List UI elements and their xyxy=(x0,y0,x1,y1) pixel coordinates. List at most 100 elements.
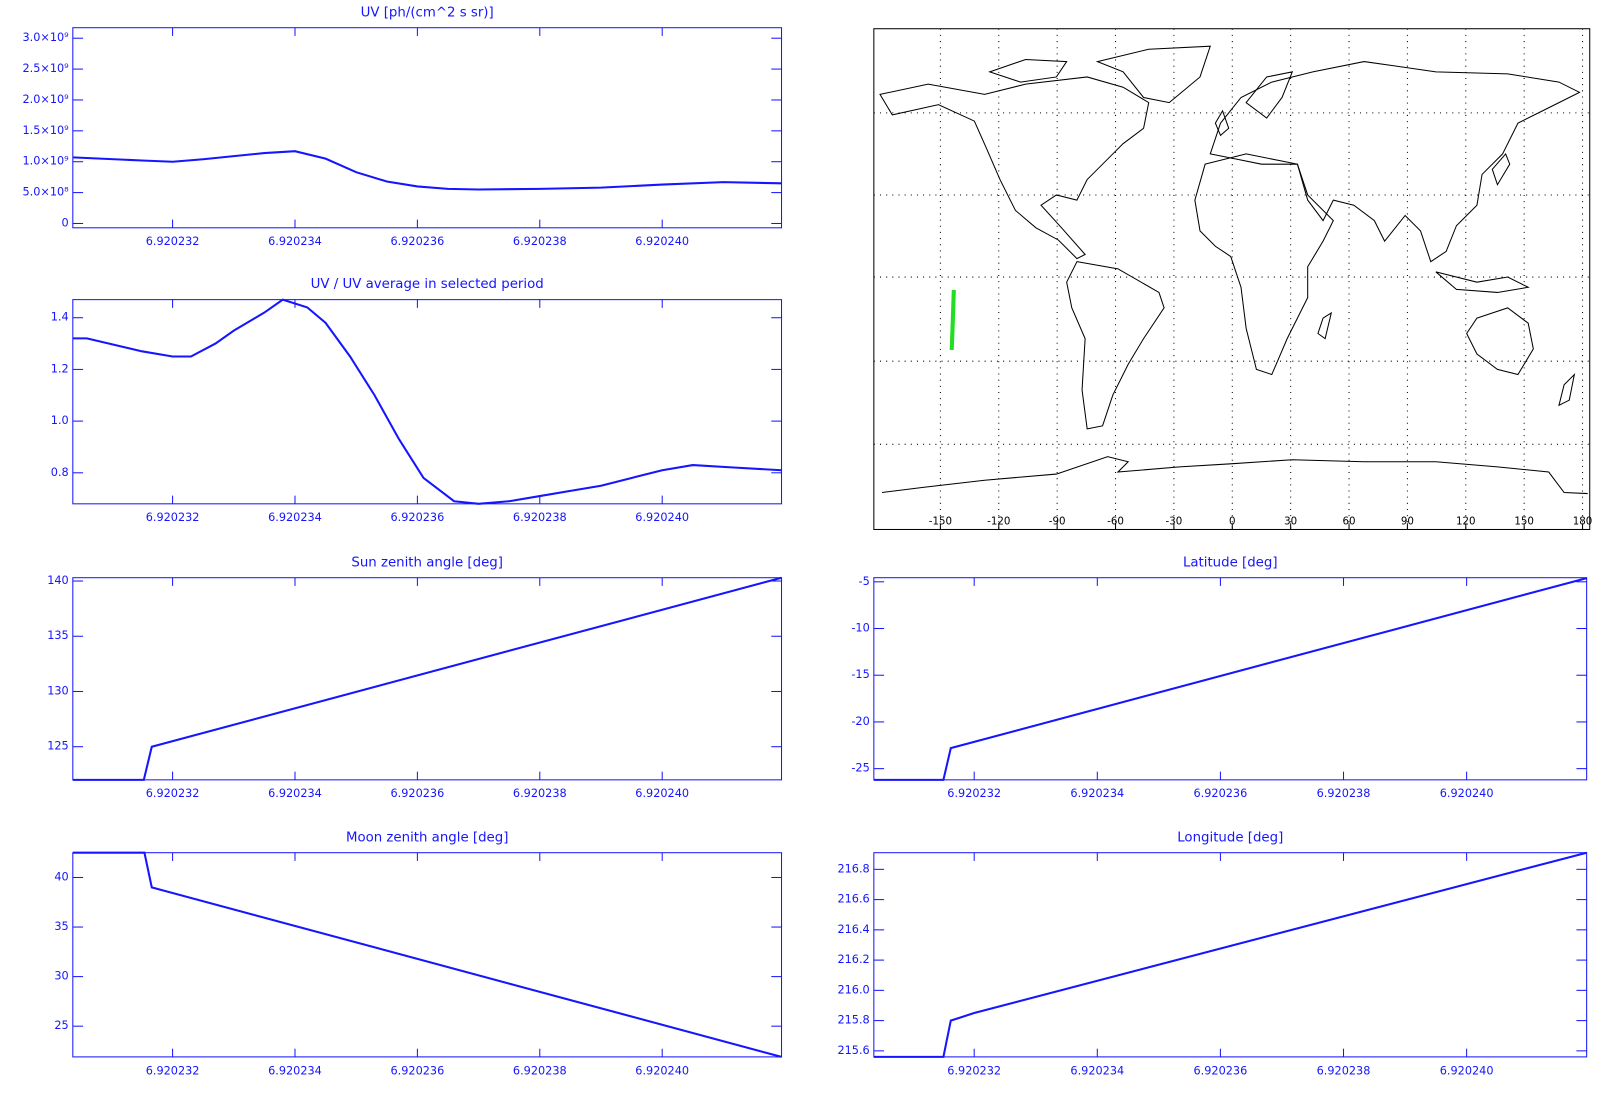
y-tick-label: 125 xyxy=(47,740,69,753)
plot-frame xyxy=(72,27,783,229)
scandinavia xyxy=(1245,71,1294,119)
eurasia xyxy=(1209,61,1581,263)
y-tick-label: 30 xyxy=(54,970,68,983)
data-line xyxy=(72,298,782,505)
y-tick-label: 1.4 xyxy=(51,311,69,324)
x-tick-label: 6.920236 xyxy=(391,511,445,524)
y-tick-label: -5 xyxy=(859,575,870,588)
x-tick-label: 6.920234 xyxy=(1070,787,1124,800)
y-tick-label: 0.8 xyxy=(51,466,69,479)
x-tick-label: 6.920236 xyxy=(391,235,445,248)
chart-title: Longitude [deg] xyxy=(1177,830,1283,845)
y-tick-label: 216.8 xyxy=(837,862,869,875)
y-tick-label: 25 xyxy=(54,1019,68,1032)
plot-frame xyxy=(873,577,1588,781)
south-america xyxy=(1066,261,1165,430)
x-tick-label: -60 xyxy=(1107,515,1124,527)
x-tick-label: 6.920240 xyxy=(635,1064,689,1077)
x-tick-label: 6.920240 xyxy=(635,511,689,524)
y-tick-label: 5.0×10⁸ xyxy=(23,186,70,199)
north-america xyxy=(879,76,1150,260)
x-tick-label: 6.920238 xyxy=(513,1064,567,1077)
x-tick-label: 6.920238 xyxy=(513,511,567,524)
y-tick-label: -20 xyxy=(851,715,869,728)
data-line xyxy=(873,577,1587,781)
x-tick-label: 6.920238 xyxy=(1317,787,1371,800)
plot-frame xyxy=(72,299,783,505)
x-tick-label: 6.920234 xyxy=(268,1064,322,1077)
x-tick-label: 6.920232 xyxy=(146,1064,200,1077)
x-tick-label: 6.920234 xyxy=(1070,1064,1124,1077)
chart-title: Latitude [deg] xyxy=(1183,555,1278,570)
britain xyxy=(1214,109,1230,137)
y-tick-label: -10 xyxy=(851,622,869,635)
x-tick-label: 0 xyxy=(1229,515,1236,527)
x-tick-label: -120 xyxy=(987,515,1010,527)
plot-frame xyxy=(873,852,1588,1058)
x-tick-label: 6.920238 xyxy=(513,787,567,800)
data-line xyxy=(873,851,1587,1058)
x-tick-label: 90 xyxy=(1401,515,1414,527)
data-line xyxy=(72,851,782,1058)
madagascar xyxy=(1317,311,1333,340)
x-tick-label: 6.920238 xyxy=(1317,1064,1371,1077)
chart-title: Moon zenith angle [deg] xyxy=(346,830,508,845)
chart-title: Sun zenith angle [deg] xyxy=(351,555,503,570)
x-tick-label: 150 xyxy=(1514,515,1534,527)
x-tick-label: 120 xyxy=(1456,515,1476,527)
y-tick-label: 1.2 xyxy=(51,362,69,375)
x-tick-label: 6.920238 xyxy=(513,235,567,248)
y-tick-label: 216.6 xyxy=(837,893,869,906)
y-tick-label: 215.6 xyxy=(837,1044,869,1057)
y-tick-label: 216.4 xyxy=(837,923,869,936)
y-tick-label: -25 xyxy=(851,762,869,775)
new-zealand xyxy=(1558,372,1576,407)
y-tick-label: 3.0×10⁹ xyxy=(23,31,70,44)
chart-title: UV / UV average in selected period xyxy=(311,277,544,292)
y-tick-label: 216.0 xyxy=(837,983,869,996)
x-tick-label: 6.920232 xyxy=(947,787,1001,800)
x-tick-label: 6.920234 xyxy=(268,787,322,800)
plot-frame xyxy=(72,577,783,781)
y-tick-label: 35 xyxy=(54,920,68,933)
x-tick-label: 6.920240 xyxy=(635,787,689,800)
antarctica xyxy=(881,456,1588,495)
x-tick-label: 30 xyxy=(1284,515,1297,527)
x-tick-label: 6.920236 xyxy=(1194,787,1248,800)
coastlines xyxy=(879,45,1588,495)
chart-title: UV [ph/(cm^2 s sr)] xyxy=(361,5,494,20)
x-tick-label: 6.920240 xyxy=(1440,787,1494,800)
y-tick-label: 2.0×10⁹ xyxy=(23,93,70,106)
japan xyxy=(1491,152,1511,186)
indonesia xyxy=(1435,271,1530,293)
greenland xyxy=(1095,45,1211,104)
x-tick-label: 6.920240 xyxy=(1440,1064,1494,1077)
x-tick-label: 6.920236 xyxy=(391,1064,445,1077)
data-line xyxy=(72,150,782,191)
y-tick-label: 130 xyxy=(47,684,69,697)
x-tick-label: 6.920236 xyxy=(391,787,445,800)
x-tick-label: -90 xyxy=(1049,515,1066,527)
y-tick-label: 2.5×10⁹ xyxy=(23,62,70,75)
map-frame xyxy=(873,28,1591,530)
x-tick-label: -30 xyxy=(1166,515,1183,527)
y-tick-label: -15 xyxy=(851,668,869,681)
africa xyxy=(1194,153,1334,376)
x-tick-label: 180 xyxy=(1573,515,1593,527)
y-tick-label: 135 xyxy=(47,629,69,642)
australia xyxy=(1466,307,1534,376)
x-tick-label: -150 xyxy=(929,515,952,527)
track xyxy=(949,289,956,351)
x-tick-label: 6.920240 xyxy=(635,235,689,248)
x-tick-label: 60 xyxy=(1343,515,1356,527)
x-tick-label: 6.920232 xyxy=(146,787,200,800)
arctic-islands xyxy=(988,58,1068,83)
x-tick-label: 6.920236 xyxy=(1194,1064,1248,1077)
x-tick-label: 6.920234 xyxy=(268,511,322,524)
y-tick-label: 140 xyxy=(47,574,69,587)
x-tick-label: 6.920232 xyxy=(947,1064,1001,1077)
y-tick-label: 215.8 xyxy=(837,1014,869,1027)
